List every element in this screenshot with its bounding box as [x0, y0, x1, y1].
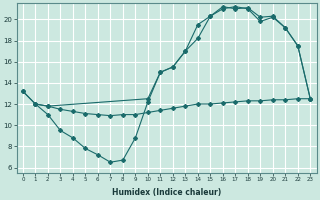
X-axis label: Humidex (Indice chaleur): Humidex (Indice chaleur)	[112, 188, 221, 197]
